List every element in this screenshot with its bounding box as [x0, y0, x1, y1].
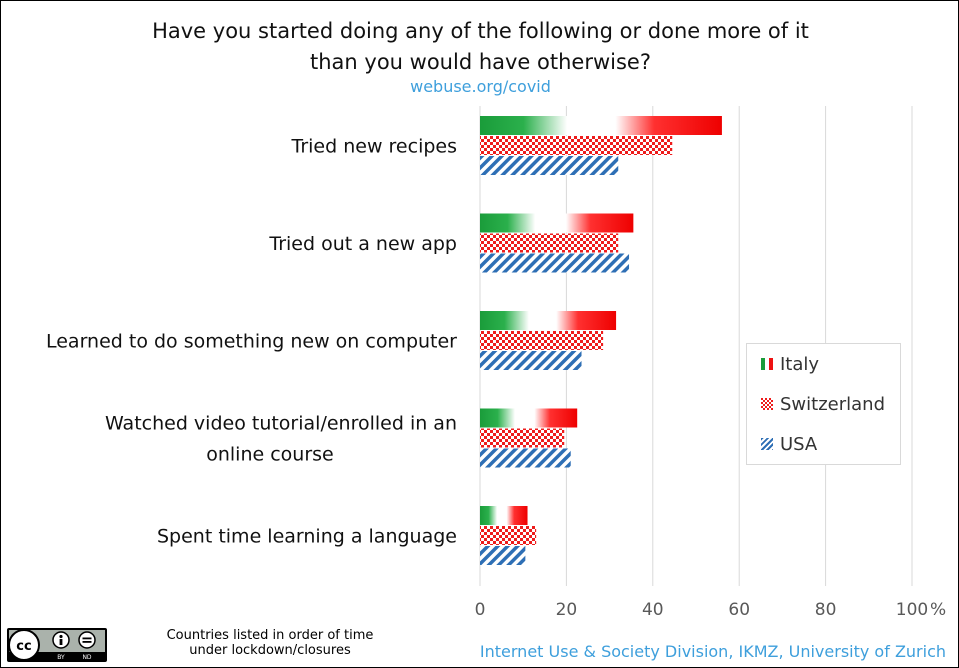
x-tick-label: 60: [728, 600, 750, 620]
category-label: Tried out a new app: [268, 233, 457, 255]
switzerland-swatch-icon: [761, 398, 773, 410]
bar-italy-4: [480, 506, 528, 525]
legend-item-usa: USA: [761, 432, 817, 456]
x-unit-label: %: [930, 600, 946, 620]
category-label: Watched video tutorial/enrolled in an: [105, 413, 457, 435]
bar-switzerland-3: [480, 428, 565, 448]
italy-swatch-icon: [761, 358, 773, 370]
bar-usa-1: [480, 253, 630, 273]
legend-item-italy: Italy: [761, 352, 819, 376]
bar-usa-3: [480, 448, 571, 468]
chart-subtitle-link[interactable]: webuse.org/covid: [410, 77, 551, 96]
category-label: online course: [206, 444, 334, 466]
chart-title-line-2: than you would have otherwise?: [310, 50, 651, 74]
bar-switzerland-4: [480, 526, 537, 545]
category-label: Tried new recipes: [291, 136, 457, 158]
bar-usa-4: [480, 546, 526, 565]
bar-italy-2: [480, 311, 617, 330]
bar-switzerland-0: [480, 136, 673, 155]
footnote: Countries listed in order of time under …: [125, 628, 415, 658]
legend-item-switzerland: Switzerland: [761, 392, 885, 416]
legend-label-switzerland: Switzerland: [780, 393, 885, 415]
cc-by-text: BY: [57, 654, 65, 661]
svg-text:cc: cc: [16, 639, 31, 654]
bar-usa-2: [480, 351, 582, 370]
category-label: Learned to do something new on computer: [46, 331, 457, 353]
usa-swatch-icon: [761, 438, 773, 450]
x-tick-label: 20: [556, 600, 578, 620]
chart-title-line-1: Have you started doing any of the follow…: [152, 19, 809, 43]
category-label: Spent time learning a language: [157, 526, 457, 548]
bar-italy-0: [480, 116, 722, 135]
chart-legend: Italy Switzerland USA: [746, 343, 901, 465]
bar-italy-3: [480, 408, 578, 428]
cc-nd-text: ND: [82, 654, 91, 661]
footnote-line-1: Countries listed in order of time: [166, 628, 374, 643]
bar-switzerland-1: [480, 233, 619, 253]
x-tick-label: 40: [642, 600, 664, 620]
x-tick-label: 80: [815, 600, 837, 620]
cc-by-nd-icon: cc BY ND: [7, 628, 107, 662]
bar-usa-0: [480, 156, 619, 175]
x-tick-label: 100: [896, 600, 928, 620]
legend-label-usa: USA: [780, 433, 818, 455]
footnote-line-2: under lockdown/closures: [189, 643, 351, 658]
x-tick-label: 0: [475, 600, 486, 620]
legend-label-italy: Italy: [780, 353, 820, 375]
bar-italy-1: [480, 213, 634, 233]
source-credit: Internet Use & Society Division, IKMZ, U…: [479, 642, 946, 661]
bar-switzerland-2: [480, 331, 604, 350]
